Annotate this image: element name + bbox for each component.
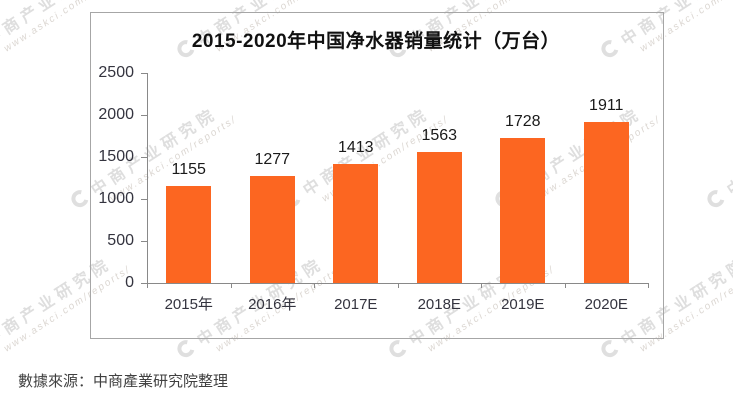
bar-value-label: 1728 [504, 112, 541, 130]
x-tick-label: 2019E [501, 296, 545, 313]
x-tick-label: 2016年 [248, 296, 297, 313]
y-axis-tick [141, 157, 147, 158]
x-axis-tick [230, 283, 232, 288]
askci-ring-logo-icon [385, 336, 410, 360]
bar [583, 122, 629, 283]
x-axis-tick [481, 283, 482, 288]
bar-value-label: 1413 [337, 139, 374, 157]
y-tick-label: 1500 [98, 148, 134, 165]
chart-frame [90, 12, 664, 339]
x-tick-label: 2020E [584, 296, 628, 313]
bar-value-label: 1911 [589, 97, 624, 115]
askci-ring-logo-icon [67, 186, 92, 210]
y-tick-label: 0 [125, 274, 134, 291]
x-axis-tick [397, 283, 399, 288]
y-axis-tick [141, 73, 147, 74]
y-axis-tick [141, 115, 147, 116]
x-axis-tick [564, 283, 566, 288]
y-axis-tick [141, 199, 147, 200]
x-tick-label: 2015年 [164, 296, 213, 313]
watermark-brand-text: 中商产业研究院 [724, 105, 733, 200]
bar-value-label: 1155 [171, 160, 206, 178]
chart-title: 2015-2020年中国净水器销量统计（万台） [191, 31, 561, 52]
bar [416, 151, 462, 283]
y-axis-tick [141, 241, 147, 242]
y-tick-label: 500 [107, 232, 134, 249]
bar-value-label: 1563 [421, 126, 458, 144]
askci-ring-logo-icon [703, 186, 728, 210]
y-axis [147, 73, 148, 283]
x-tick-label: 2017E [334, 296, 378, 313]
y-tick-label: 1000 [98, 190, 134, 207]
source-note: 數據來源：中商產業研究院整理 [18, 373, 229, 390]
bar [166, 185, 212, 283]
x-axis-tick [147, 283, 148, 288]
askci-ring-logo-icon [173, 336, 198, 360]
x-axis-tick [314, 283, 315, 288]
y-tick-label: 2000 [98, 106, 134, 123]
watermark-row: 中商产业研究院 [702, 93, 733, 213]
y-axis-tick [141, 283, 147, 284]
askci-ring-logo-icon [597, 336, 622, 360]
bar [333, 164, 379, 283]
bar [249, 175, 295, 283]
x-axis-tick [648, 283, 649, 288]
bar-value-label: 1277 [254, 150, 291, 168]
x-tick-label: 2018E [417, 296, 461, 313]
y-tick-label: 2500 [98, 64, 134, 81]
bar [500, 137, 546, 283]
